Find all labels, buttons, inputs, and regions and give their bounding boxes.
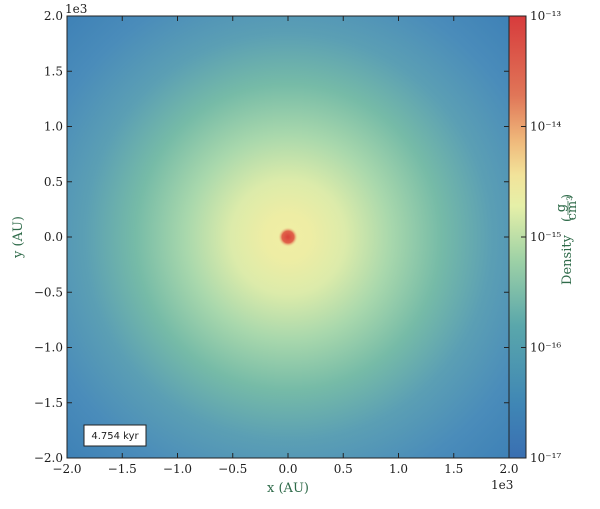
colorbar-tick-label: 10⁻¹⁷ — [530, 451, 561, 465]
x-offset-label: 1e3 — [491, 478, 513, 492]
y-tick-label: 1.0 — [44, 120, 63, 134]
x-tick-label: 0.5 — [334, 462, 353, 476]
x-tick-label: 2.0 — [499, 462, 518, 476]
y-tick-label: −2.0 — [34, 451, 63, 465]
dense-core — [278, 227, 298, 247]
x-axis-ticks: −2.0 −1.5 −1.0 −0.5 0.0 0.5 1.0 1.5 2.0 — [52, 16, 519, 476]
colorbar-unit-denominator: cm³ — [565, 196, 580, 221]
colorbar-tick-label: 10⁻¹³ — [530, 9, 561, 23]
x-tick-label: −0.5 — [218, 462, 247, 476]
y-tick-label: 0.5 — [44, 175, 63, 189]
y-tick-label: −0.5 — [34, 285, 63, 299]
y-tick-label: 1.5 — [44, 64, 63, 78]
time-annotation-text: 4.754 kyr — [91, 431, 139, 442]
colorbar-unit-paren-close: ) — [560, 194, 575, 199]
colorbar: 10⁻¹³ 10⁻¹⁴ 10⁻¹⁵ 10⁻¹⁶ 10⁻¹⁷ Density ( g cm… — [508, 9, 580, 465]
colorbar-unit-paren-open: ( — [560, 217, 575, 222]
x-tick-label: 1.0 — [389, 462, 408, 476]
y-offset-label: 1e3 — [65, 2, 87, 16]
heatmap-area — [67, 16, 509, 458]
colorbar-label-text: Density — [560, 234, 575, 285]
colorbar-tick-label: 10⁻¹⁴ — [530, 120, 561, 134]
y-axis-ticks: −2.0 −1.5 −1.0 −0.5 0.0 0.5 1.0 1.5 2.0 — [34, 9, 509, 465]
x-tick-label: −2.0 — [52, 462, 81, 476]
x-tick-label: −1.0 — [163, 462, 192, 476]
x-axis-label: x (AU) — [267, 481, 309, 496]
colorbar-tick-label: 10⁻¹⁶ — [530, 341, 561, 355]
time-annotation: 4.754 kyr — [83, 424, 147, 447]
colorbar-ticks: 10⁻¹³ 10⁻¹⁴ 10⁻¹⁵ 10⁻¹⁶ 10⁻¹⁷ — [521, 9, 561, 465]
x-tick-label: 1.5 — [444, 462, 463, 476]
colorbar-tick-label: 10⁻¹⁵ — [530, 230, 561, 244]
x-tick-label: 0.0 — [278, 462, 297, 476]
y-axis-label: y (AU) — [11, 216, 26, 259]
colorbar-unit-numerator: g — [554, 204, 569, 212]
y-tick-label: −1.0 — [34, 341, 63, 355]
time-annotation-box — [83, 424, 147, 447]
x-tick-label: −1.5 — [108, 462, 137, 476]
y-tick-label: −1.5 — [34, 396, 63, 410]
y-tick-label: 2.0 — [44, 9, 63, 23]
y-tick-label: 0.0 — [44, 230, 63, 244]
colorbar-label: Density ( g cm³ ) — [554, 194, 580, 285]
